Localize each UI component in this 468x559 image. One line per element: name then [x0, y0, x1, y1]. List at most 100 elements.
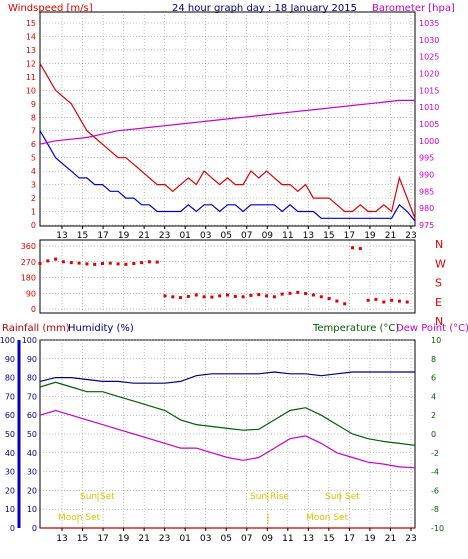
time-axis-top: 13 15 17 19 21 23 01 03 05 07 09 11 13 15 17 19 21 23 — [56, 226, 417, 241]
moonrise-label: Moon Set — [306, 513, 349, 523]
wind-y-tick-15: 0 — [31, 221, 36, 230]
baro-y-axis: 1035 1030 1025 1020 1015 1010 1005 1000 995 990 98… — [419, 19, 439, 230]
sunrise-label: Sun Rise — [250, 492, 289, 502]
wind-y-tick-3: 12 — [26, 59, 36, 68]
dir-point-17 — [171, 295, 175, 299]
dir-point-8 — [101, 262, 104, 265]
temp-y-tick-1: 8 — [431, 355, 436, 364]
hum-y-tick-6: 40 — [27, 449, 37, 458]
time-bottom-tick-label-13: 15 — [323, 534, 334, 544]
time-top-tick-label-8: 05 — [221, 231, 232, 241]
rain-y-tick-4: 60 — [5, 411, 15, 420]
wind-y-tick-14: 1 — [31, 208, 36, 217]
dir-point-27 — [249, 293, 253, 297]
wind-y-tick-0: 15 — [26, 19, 36, 28]
dir-point-3 — [61, 260, 65, 264]
wind-y-tick-8: 7 — [31, 127, 36, 136]
climate-series — [39, 371, 416, 529]
hum-y-tick-7: 30 — [27, 468, 37, 477]
dir-point-20 — [194, 293, 198, 297]
direction-series — [38, 246, 409, 306]
time-top-tick-label-6: 01 — [179, 231, 190, 241]
wind-y-tick-10: 5 — [31, 154, 36, 163]
dewpoint-label: Dew Point (°C) — [396, 323, 468, 334]
hum-y-tick-10: 0 — [32, 524, 37, 533]
dir-y-tick-3: 90 — [26, 289, 36, 298]
time-top-tick-label-4: 21 — [138, 231, 149, 241]
dir-y-tick-1: 270 — [21, 258, 36, 267]
temp-y-tick-4: 2 — [431, 411, 436, 420]
dir-point-33 — [296, 290, 300, 294]
time-bottom-tick-label-9: 07 — [241, 534, 252, 544]
rain-y-tick-0: 100 — [0, 336, 15, 345]
compass-label-3: E — [435, 296, 442, 309]
dir-point-21 — [202, 295, 206, 299]
hum-y-tick-4: 60 — [27, 411, 37, 420]
time-bottom-tick-label-11: 11 — [282, 534, 293, 544]
wind-y-tick-7: 8 — [31, 113, 36, 122]
dir-point-30 — [272, 295, 276, 299]
baro-y-tick-7: 1000 — [419, 137, 439, 146]
dir-point-29 — [265, 294, 269, 298]
temp-y-tick-10: -10 — [431, 524, 444, 533]
time-bottom-tick-label-12: 13 — [303, 534, 314, 544]
barometer-label: Barometer [hpa] — [372, 3, 455, 14]
time-top-tick-label-14: 17 — [344, 231, 355, 241]
dir-point-38 — [335, 299, 339, 303]
dir-point-0 — [38, 262, 42, 265]
windspeed-label: Windspeed [m/s] — [8, 3, 93, 14]
dir-point-35 — [311, 293, 315, 297]
time-top-tick-label-3: 19 — [118, 231, 130, 241]
dir-point-44 — [382, 300, 386, 304]
dir-y-tick-2: 180 — [21, 274, 36, 283]
time-top-tick-label-9: 07 — [241, 231, 252, 241]
dir-point-13 — [140, 261, 144, 265]
climate-series-line-1 — [39, 371, 415, 384]
baro-y-tick-12: 975 — [419, 221, 434, 230]
baro-y-tick-10: 985 — [419, 187, 434, 196]
baro-y-tick-3: 1020 — [419, 70, 439, 79]
dir-point-25 — [233, 294, 237, 298]
rainfall-label: Rainfall (mm) — [2, 323, 70, 334]
wind-y-tick-12: 3 — [31, 181, 36, 190]
compass-label-0: N — [435, 238, 443, 251]
dir-y-tick-0: 360 — [21, 242, 36, 251]
wind-y-tick-2: 13 — [26, 46, 36, 55]
time-bottom-tick-label-5: 23 — [159, 534, 170, 544]
time-bottom-tick-label-1: 15 — [77, 534, 88, 544]
dir-point-24 — [226, 293, 229, 297]
wind-series-line-1 — [39, 130, 416, 222]
dir-point-47 — [405, 300, 409, 304]
wind-y-tick-13: 2 — [31, 194, 36, 203]
time-top-tick-label-16: 21 — [385, 231, 396, 241]
wind-y-tick-4: 11 — [26, 73, 36, 82]
dir-point-31 — [280, 292, 284, 296]
temp-y-tick-8: -6 — [431, 486, 439, 495]
baro-y-tick-2: 1025 — [419, 53, 439, 62]
humidity-label: Humidity (%) — [68, 323, 134, 334]
dir-point-4 — [69, 261, 73, 265]
dir-point-2 — [54, 257, 58, 261]
time-top-tick-label-2: 17 — [97, 231, 108, 241]
hum-y-tick-9: 10 — [27, 505, 37, 514]
time-top-tick-label-13: 15 — [323, 231, 334, 241]
baro-y-tick-1: 1030 — [419, 36, 439, 45]
rain-y-tick-7: 30 — [5, 468, 15, 477]
temperature-label: Temperature (°C) — [312, 323, 399, 334]
time-bottom-tick-label-3: 19 — [118, 534, 130, 544]
dir-point-46 — [397, 299, 401, 303]
time-bottom-tick-label-0: 13 — [56, 534, 67, 544]
wind-series-line-0 — [39, 63, 416, 219]
direction-panel-frame — [39, 239, 416, 314]
dir-point-10 — [116, 262, 120, 266]
dir-point-40 — [351, 246, 354, 250]
time-top-tick-label-0: 13 — [56, 231, 67, 241]
dir-y-tick-4: 0 — [31, 305, 36, 314]
dir-point-23 — [218, 294, 222, 298]
dir-point-32 — [288, 291, 292, 295]
time-top-tick-label-15: 19 — [364, 231, 376, 241]
